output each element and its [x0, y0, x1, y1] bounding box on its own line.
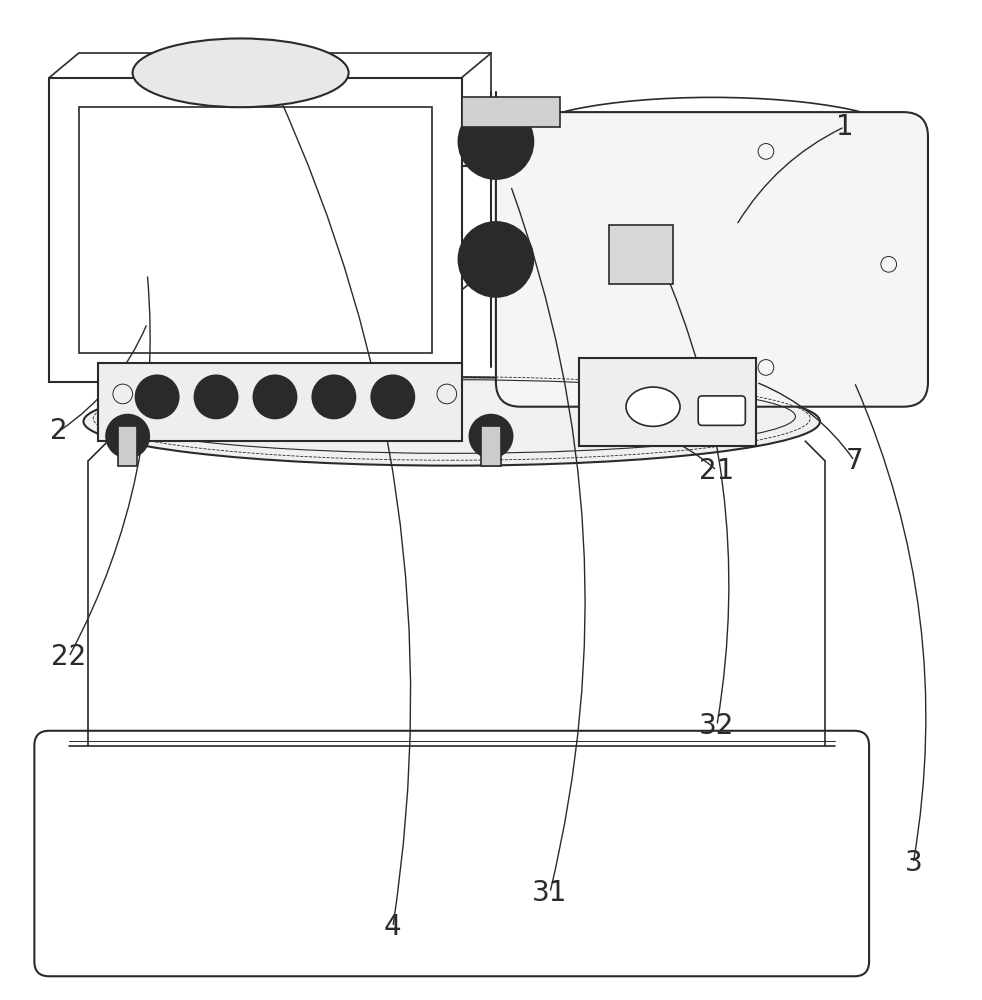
Circle shape	[459, 104, 533, 179]
Ellipse shape	[627, 387, 680, 426]
Text: 22: 22	[51, 643, 86, 671]
Circle shape	[312, 375, 355, 418]
Bar	[98, 363, 462, 441]
Bar	[609, 225, 673, 284]
Bar	[462, 97, 560, 127]
Circle shape	[136, 375, 179, 418]
FancyBboxPatch shape	[496, 112, 928, 407]
Bar	[118, 426, 137, 466]
FancyBboxPatch shape	[34, 731, 869, 976]
Bar	[579, 358, 756, 446]
Text: 4: 4	[384, 913, 402, 941]
Text: 3: 3	[904, 849, 922, 877]
Text: 32: 32	[699, 712, 735, 740]
Circle shape	[371, 375, 414, 418]
Bar	[354, 166, 609, 382]
Bar	[79, 107, 432, 353]
Bar	[481, 426, 501, 466]
Circle shape	[459, 222, 533, 297]
Text: 31: 31	[532, 879, 568, 907]
Circle shape	[106, 415, 149, 458]
Circle shape	[253, 375, 297, 418]
Text: 2: 2	[50, 417, 68, 445]
Circle shape	[194, 375, 238, 418]
Text: 21: 21	[699, 457, 735, 485]
Ellipse shape	[133, 38, 349, 107]
FancyBboxPatch shape	[698, 396, 745, 425]
Ellipse shape	[83, 377, 820, 466]
Text: 1: 1	[836, 113, 853, 141]
Text: 7: 7	[846, 447, 863, 475]
Bar	[49, 78, 462, 382]
Circle shape	[469, 415, 513, 458]
